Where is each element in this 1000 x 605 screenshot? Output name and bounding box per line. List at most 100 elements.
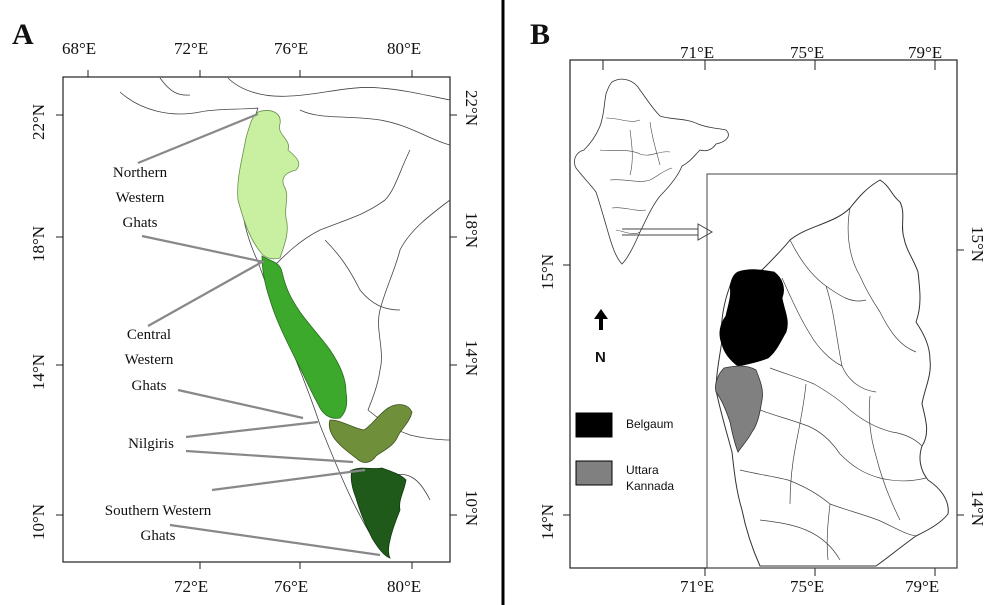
panel-b-top-tick: 79°E <box>908 43 942 62</box>
north-label: N <box>595 349 606 366</box>
panel-a-right-tick: 14°N <box>462 340 481 376</box>
zoom-extent-box <box>706 173 958 569</box>
maha-boundary <box>274 149 411 266</box>
india-inset-states <box>599 117 673 234</box>
southern-western-ghats-region <box>350 467 407 559</box>
district-line <box>739 469 831 505</box>
panel-a-tick-marks <box>56 70 457 569</box>
india-state-line <box>609 167 673 182</box>
district-line <box>849 409 923 447</box>
panel-a-top-tick: 80°E <box>387 39 421 58</box>
district-line <box>826 503 831 561</box>
india-outline <box>574 78 729 265</box>
karnataka-north-boundary <box>324 239 401 311</box>
kutch-line <box>159 77 191 96</box>
panel-a-top-tick: 68°E <box>62 39 96 58</box>
panel-a-left-tick: 18°N <box>29 226 48 262</box>
legend-label: Uttara <box>626 463 659 477</box>
panel-a-top-tick: 76°E <box>274 39 308 58</box>
region-label-line: Nilgiris <box>128 436 174 452</box>
leader-line <box>137 112 259 165</box>
district-line <box>781 277 843 367</box>
panel-a-bottom-tick: 76°E <box>274 577 308 596</box>
india-state-line <box>605 117 641 122</box>
leader-line <box>211 468 366 492</box>
legend-label: Kannada <box>626 479 674 493</box>
panel-b-bottom-tick: 79°E <box>905 577 939 596</box>
gujarat-coast-line <box>119 91 259 115</box>
belgaum-district <box>719 269 788 367</box>
panel-a-left-tick: 22°N <box>29 104 48 140</box>
region-label-line: Ghats <box>132 378 167 394</box>
legend-label: Belgaum <box>626 417 673 431</box>
district-line <box>839 453 927 482</box>
panel-a-bottom-tick: 80°E <box>387 577 421 596</box>
district-line <box>847 207 881 313</box>
district-line <box>868 395 877 457</box>
panel-a-letter: A <box>12 18 34 51</box>
region-label-line: Ghats <box>123 215 158 231</box>
inset-arrow <box>622 223 714 241</box>
panel-a-frame <box>62 76 451 563</box>
panel-b-letter: B <box>530 18 550 51</box>
panel-b-tick-marks <box>563 60 964 576</box>
leader-line <box>185 449 354 464</box>
panel-a: A 68°E 72°E 76°E 80°E 72°E 76°E 80°E 22°… <box>12 18 481 596</box>
leader-line <box>185 420 319 439</box>
district-line <box>825 285 877 393</box>
region-label-line: Southern Western <box>105 503 212 519</box>
india-state-line <box>649 121 661 166</box>
region-label-line: Western <box>116 190 165 206</box>
legend: Belgaum Uttara Kannada <box>575 412 674 493</box>
panel-a-top-tick: 72°E <box>174 39 208 58</box>
district-line <box>769 367 851 411</box>
panel-b-top-tick: 71°E <box>680 43 714 62</box>
panel-b-left-tick: 14°N <box>538 504 557 540</box>
india-state-line <box>615 229 641 234</box>
india-state-line <box>599 149 671 156</box>
leader-line <box>141 234 265 264</box>
telangana-boundary <box>367 199 451 411</box>
uttara-kannada-district <box>715 365 763 453</box>
panel-b-bottom-tick: 71°E <box>680 577 714 596</box>
leader-line <box>177 388 304 420</box>
panel-b-left-tick: 15°N <box>538 254 557 290</box>
north-arrow-icon <box>594 309 608 330</box>
india-state-line <box>611 207 647 211</box>
panel-a-leader-lines <box>137 112 381 557</box>
panel-b-right-tick: 15°N <box>968 226 987 262</box>
northern-western-ghats-region <box>237 110 300 260</box>
district-line <box>759 409 841 455</box>
panel-a-bottom-tick: 72°E <box>174 577 208 596</box>
northern-boundary <box>227 77 451 101</box>
leader-line <box>147 261 263 327</box>
district-line <box>789 383 807 505</box>
central-western-ghats-region <box>261 255 348 419</box>
region-label-line: Northern <box>113 165 168 181</box>
india-state-line <box>629 129 633 176</box>
legend-swatch-belgaum <box>575 412 613 438</box>
panel-a-boundaries <box>119 77 451 558</box>
panel-a-right-tick: 10°N <box>462 490 481 526</box>
legend-swatch-uttara-kannada <box>575 460 613 486</box>
nilgiris-region <box>328 404 413 463</box>
karnataka-districts <box>739 207 927 561</box>
panel-a-left-tick: 14°N <box>29 354 48 390</box>
leader-line <box>169 523 381 557</box>
north-arrow: N <box>594 309 608 366</box>
region-label-line: Ghats <box>141 528 176 544</box>
district-line <box>759 519 841 561</box>
panel-a-right-tick: 18°N <box>462 212 481 248</box>
district-line <box>875 455 901 521</box>
district-line <box>879 311 917 353</box>
panel-b: B 71°E 75°E 79°E 71°E 75°E 79°E 15°N 14°… <box>530 18 987 596</box>
panel-a-left-tick: 10°N <box>29 504 48 540</box>
panel-b-right-tick: 14°N <box>968 490 987 526</box>
region-label-line: Western <box>125 352 174 368</box>
mp-boundary <box>299 109 451 146</box>
india-inset-map <box>574 78 729 265</box>
panel-b-top-tick: 75°E <box>790 43 824 62</box>
panel-a-right-tick: 22°N <box>462 90 481 126</box>
region-label-line: Central <box>127 327 171 343</box>
